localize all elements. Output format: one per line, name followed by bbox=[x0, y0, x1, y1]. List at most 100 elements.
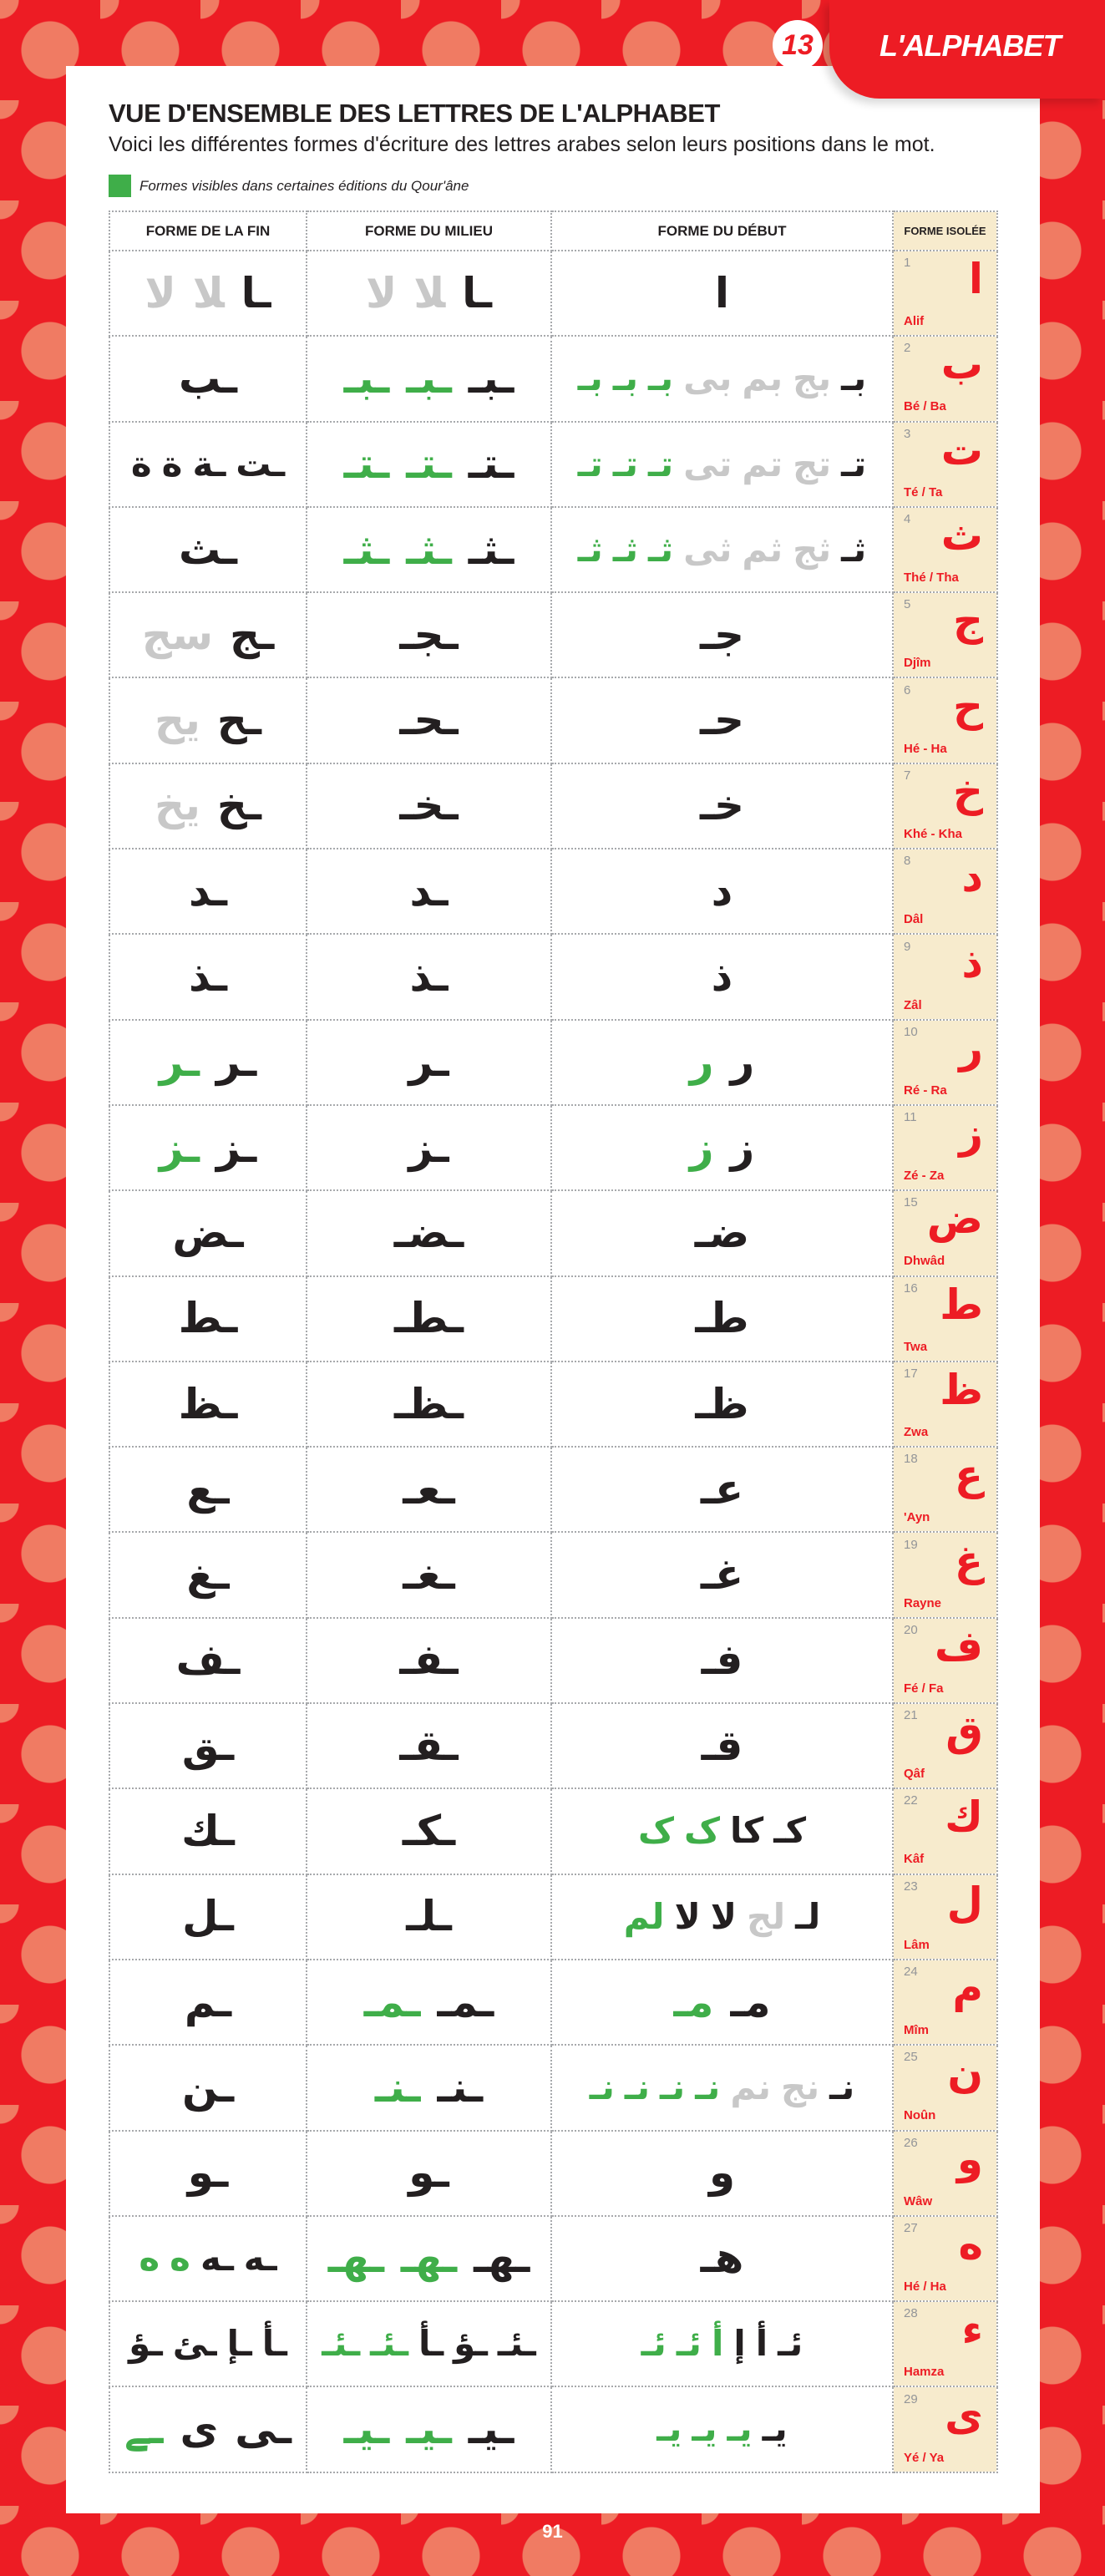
isolated-letter: ث bbox=[940, 511, 983, 560]
letter-form: ـا bbox=[241, 268, 271, 317]
isolated-letter: ل bbox=[946, 1878, 983, 1927]
isolated-letter: ن bbox=[947, 2049, 983, 2098]
letter-form: ـتـ bbox=[406, 439, 452, 489]
glyph-group: جـ bbox=[553, 611, 891, 658]
letter-number: 3 bbox=[904, 426, 911, 441]
table-row: ـط ـطـ طـ 16 ط Twa bbox=[109, 1275, 998, 1362]
letter-form: لم bbox=[623, 1895, 665, 1937]
glyph-group: نـ نج نم نـ نـ نـ نـ bbox=[553, 2066, 891, 2108]
letter-form: يـ bbox=[656, 2408, 682, 2450]
isolated-form-box: 26 و Wâw bbox=[895, 2132, 996, 2214]
isolated-form-box: 23 ل Lâm bbox=[895, 1876, 996, 1958]
letter-form: بـ bbox=[841, 357, 867, 399]
isolated-form-box: 4 ث Thé / Tha bbox=[895, 509, 996, 591]
medial-forms-cell: ـحـ bbox=[306, 677, 552, 764]
letter-form: ـتـ bbox=[468, 439, 514, 489]
letter-form: ـبـ bbox=[343, 353, 390, 403]
table-row: ـك ـكـ كـ كا ک ک 22 ك Kâf bbox=[109, 1787, 998, 1875]
isolated-letter: ذ bbox=[961, 938, 983, 987]
isolated-letter: ء bbox=[961, 2305, 983, 2355]
glyph-group: عـ bbox=[553, 1464, 891, 1514]
letter-form: لا bbox=[710, 1895, 738, 1937]
letter-number: 28 bbox=[904, 2306, 918, 2321]
letter-form: ـغـ bbox=[403, 1550, 455, 1600]
letter-form: ـهـ bbox=[327, 2234, 384, 2283]
isolated-letter: ز bbox=[959, 1109, 983, 1159]
medial-forms-cell: ـئـ ـؤ ـأ ـئـ ـئـ bbox=[306, 2300, 552, 2388]
final-forms-cell: ـر ـر bbox=[109, 1018, 307, 1106]
medial-forms-cell: ـهـ ـهـ ـهـ bbox=[306, 2214, 552, 2303]
letter-form: نج bbox=[781, 2066, 820, 2108]
letter-form: ـر bbox=[159, 1037, 200, 1087]
glyph-group: ـر ـر bbox=[111, 1037, 305, 1087]
letter-form: تج bbox=[793, 443, 832, 484]
isolated-form-top: 15 ض bbox=[904, 1195, 988, 1242]
letter-form: لا bbox=[674, 1895, 701, 1937]
isolated-form-box: 15 ض Dhwâd bbox=[895, 1192, 996, 1274]
letter-name: 'Ayn bbox=[904, 1510, 930, 1525]
glyph-group: ـهـ ـهـ ـهـ bbox=[308, 2234, 550, 2283]
letter-form: ـجـ bbox=[399, 610, 459, 659]
letter-form: ﻻ bbox=[365, 268, 398, 317]
letter-form: ـيـ bbox=[468, 2405, 514, 2454]
letter-form: ر bbox=[689, 1037, 714, 1087]
letter-form: عـ bbox=[700, 1464, 744, 1514]
initial-forms-cell: مـ مـ bbox=[550, 1958, 894, 2046]
glyph-group: ـط bbox=[111, 1294, 305, 1343]
initial-forms-cell: ضـ bbox=[550, 1189, 894, 1277]
glyph-group: حـ bbox=[553, 697, 891, 743]
letter-form: ـط bbox=[178, 1294, 238, 1343]
glyph-group: ـعـ bbox=[308, 1466, 550, 1513]
glyph-group: طـ bbox=[553, 1296, 891, 1341]
glyph-group: ـم bbox=[111, 1979, 305, 2026]
letter-number: 8 bbox=[904, 854, 911, 869]
initial-forms-cell: لـ لج لا لا لم bbox=[550, 1873, 894, 1960]
glyph-group: ـف bbox=[111, 1637, 305, 1683]
letter-form: ـج bbox=[230, 610, 275, 659]
glyph-group: ـل bbox=[111, 1892, 305, 1941]
letter-form: ى bbox=[180, 2405, 219, 2454]
initial-forms-cell: بـ بج بم بى بـ بـ بـ bbox=[550, 335, 894, 423]
glyph-group: ـبـ ـبـ ـبـ bbox=[308, 353, 550, 403]
isolated-form-box: 24 م Mîm bbox=[895, 1961, 996, 2043]
letter-form: ز bbox=[689, 1123, 714, 1172]
final-forms-cell: ـل bbox=[109, 1873, 307, 1960]
isolated-form-top: 27 ه bbox=[904, 2221, 988, 2268]
glyph-group: ـد bbox=[111, 868, 305, 915]
glyph-group: ئـ أ إ أ ئـ ئـ bbox=[553, 2323, 891, 2365]
isolated-form-cell: 29 ى Yé / Ya bbox=[892, 2386, 998, 2473]
isolated-form-cell: 5 ج Djîm bbox=[892, 591, 998, 679]
letter-form: ـكـ bbox=[402, 1806, 456, 1855]
medial-forms-cell: ـخـ bbox=[306, 762, 552, 850]
letter-form: فـ bbox=[701, 1635, 743, 1685]
initial-forms-cell: كـ كا ک ک bbox=[550, 1787, 894, 1875]
glyph-group: قـ bbox=[553, 1722, 891, 1769]
letter-form: ـل bbox=[182, 1892, 234, 1941]
glyph-group: ـو bbox=[308, 2150, 550, 2196]
table-row: ـج سج ـجـ جـ 5 ج Djîm bbox=[109, 591, 998, 679]
isolated-letter: ق bbox=[945, 1707, 983, 1757]
medial-forms-cell: ـظـ bbox=[306, 1360, 552, 1448]
table-header: FORME DE LA FIN FORME DU MILIEU FORME DU… bbox=[109, 210, 998, 251]
glyph-group: فـ bbox=[553, 1635, 891, 1685]
medial-forms-cell: ـثـ ـثـ ـثـ bbox=[306, 505, 552, 594]
glyph-group: ـيـ ـيـ ـيـ bbox=[308, 2405, 550, 2454]
table-row: ـح يح ـحـ حـ 6 ح Hé - Ha bbox=[109, 677, 998, 764]
table-row: ـغ ـغـ غـ 19 غ Rayne bbox=[109, 1531, 998, 1619]
letter-form: ـقـ bbox=[399, 1721, 459, 1770]
glyph-group: ـضـ bbox=[308, 1209, 550, 1256]
letter-form: ئـ bbox=[778, 2323, 803, 2365]
glyph-group: ـكـ bbox=[308, 1806, 550, 1855]
letter-name: Mîm bbox=[904, 2023, 929, 2038]
final-forms-cell: ـط bbox=[109, 1275, 307, 1362]
medial-forms-cell: ـر bbox=[306, 1018, 552, 1106]
isolated-form-top: 20 ف bbox=[904, 1623, 988, 1670]
letter-form: يـ bbox=[727, 2408, 753, 2450]
letter-form: ذ bbox=[711, 952, 733, 1001]
letter-number: 23 bbox=[904, 1879, 918, 1894]
